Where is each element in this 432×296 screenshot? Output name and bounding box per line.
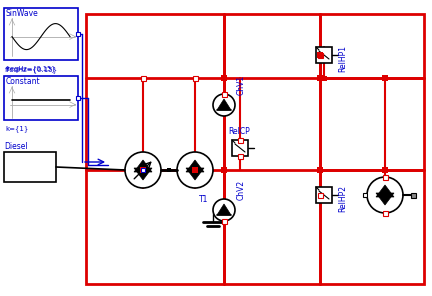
Text: k={1}: k={1}	[5, 126, 29, 132]
Bar	[140, 167, 146, 173]
Bar	[321, 75, 327, 81]
Bar	[317, 75, 323, 81]
Bar	[76, 96, 80, 100]
Bar	[382, 167, 388, 173]
Polygon shape	[376, 193, 394, 205]
Bar	[221, 75, 227, 81]
Bar	[141, 168, 145, 172]
Bar	[238, 154, 242, 158]
Bar	[318, 192, 323, 197]
Circle shape	[213, 94, 235, 116]
Circle shape	[177, 152, 213, 188]
Text: freqHz={0.15}: freqHz={0.15}	[5, 67, 58, 73]
Text: ChV2: ChV2	[237, 180, 246, 200]
Circle shape	[125, 152, 161, 188]
Text: RelHP1: RelHP1	[338, 46, 347, 73]
Circle shape	[367, 177, 403, 213]
Polygon shape	[134, 160, 152, 172]
Text: RelHP2: RelHP2	[338, 186, 347, 213]
Bar	[221, 167, 227, 173]
Bar	[317, 167, 323, 173]
Bar	[317, 75, 323, 81]
Polygon shape	[186, 160, 204, 172]
Bar	[222, 218, 226, 223]
Text: RelCP: RelCP	[228, 128, 250, 136]
Bar	[318, 52, 323, 57]
Bar	[140, 75, 146, 81]
Bar	[192, 167, 198, 173]
Polygon shape	[217, 204, 231, 215]
Bar	[316, 187, 332, 203]
Text: ChV1: ChV1	[237, 75, 246, 95]
Bar	[4, 152, 56, 182]
Bar	[86, 14, 424, 284]
Bar	[221, 75, 227, 81]
Bar	[382, 210, 388, 215]
Bar	[221, 167, 227, 173]
Bar	[363, 193, 367, 197]
Bar	[232, 140, 248, 156]
Text: SinWave: SinWave	[6, 9, 39, 18]
Bar	[167, 168, 171, 172]
Bar	[410, 192, 416, 197]
Bar	[317, 167, 323, 173]
Bar	[76, 32, 80, 36]
Text: Constant: Constant	[6, 77, 41, 86]
Bar	[4, 76, 78, 120]
Polygon shape	[134, 168, 152, 180]
Bar	[193, 75, 197, 81]
Polygon shape	[186, 168, 204, 180]
Bar	[316, 47, 332, 63]
Bar	[382, 75, 388, 81]
Text: T1: T1	[199, 195, 208, 205]
Bar	[382, 175, 388, 179]
Circle shape	[213, 199, 235, 221]
Bar	[4, 8, 78, 60]
Text: freqHz={0.15}: freqHz={0.15}	[6, 65, 57, 72]
Polygon shape	[217, 99, 231, 110]
Bar	[238, 138, 242, 142]
Bar	[222, 91, 226, 96]
Bar	[317, 52, 323, 58]
Text: Diesel: Diesel	[4, 142, 28, 151]
Polygon shape	[376, 185, 394, 197]
